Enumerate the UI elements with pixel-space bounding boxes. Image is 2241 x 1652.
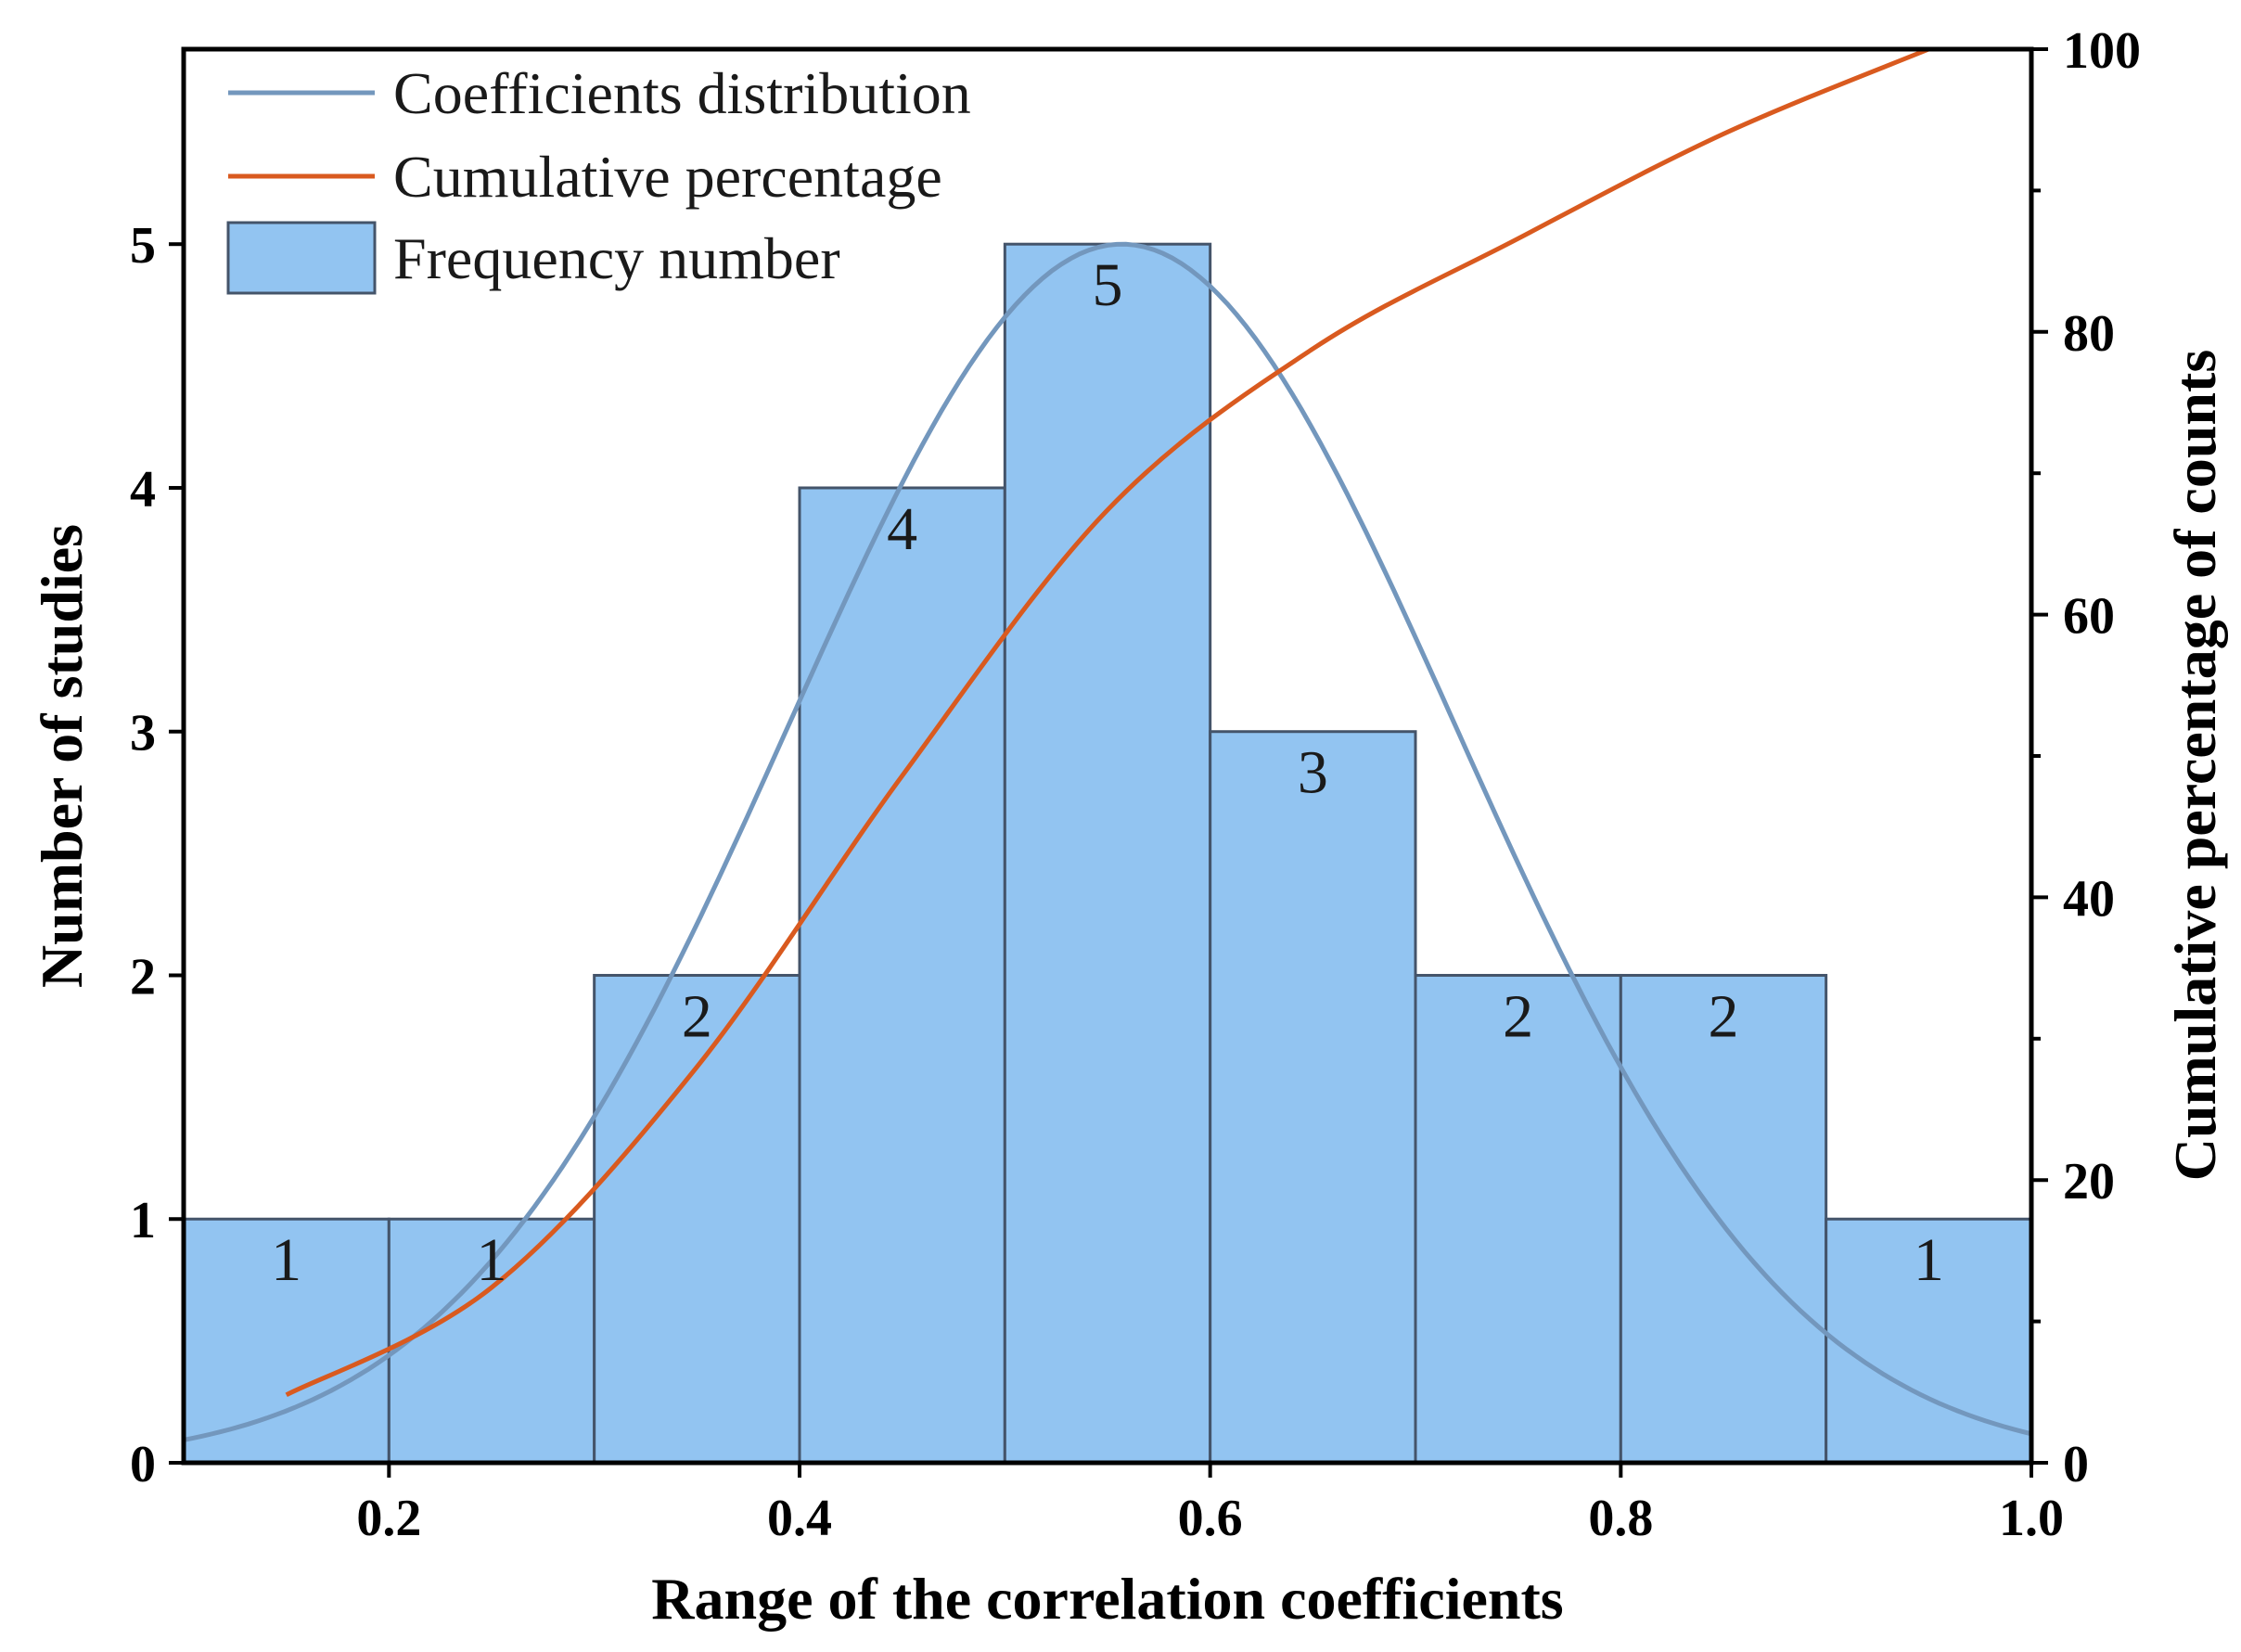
y-tick-label-3: 3 (130, 705, 156, 762)
bar-3 (798, 486, 1006, 1465)
bar-value-label-7: 2 (1709, 982, 1739, 1050)
y-tick-label-4: 4 (130, 461, 156, 519)
x-tick-label-3: 0.8 (1588, 1490, 1653, 1547)
x-axis: 0.2 0.4 0.6 0.8 1.0 (356, 1463, 2064, 1547)
y-tick-label-1: 1 (130, 1192, 156, 1249)
bar-labels-group: 1 1 2 4 5 3 2 2 1 (271, 251, 1944, 1294)
bar-value-label-2: 2 (682, 982, 712, 1050)
y-tick-label-2: 2 (130, 948, 156, 1005)
bar-5 (1209, 730, 1417, 1465)
bar-value-label-6: 2 (1503, 982, 1533, 1050)
bar-value-label-3: 4 (887, 495, 917, 563)
cumulative-percentage-line (285, 46, 1930, 1398)
x-axis-title: Range of the correlation coefficients (651, 1566, 1563, 1632)
bar-value-label-0: 1 (271, 1226, 301, 1294)
bars-group (182, 242, 2033, 1465)
bar-value-label-8: 1 (1914, 1226, 1944, 1294)
y2-tick-label-5: 100 (2063, 22, 2141, 80)
y2-tick-label-1: 20 (2063, 1153, 2115, 1210)
bar-6 (1414, 973, 1622, 1465)
y2-tick-label-4: 80 (2063, 305, 2115, 363)
y2-axis-title: Cumulative percentage of counts (2162, 350, 2228, 1182)
y2-tick-label-0: 0 (2063, 1436, 2089, 1493)
legend-label-cumulative: Cumulative percentage (393, 144, 942, 210)
bar-value-label-1: 1 (477, 1226, 507, 1294)
x-tick-label-0: 0.2 (356, 1490, 421, 1547)
bar-value-label-5: 3 (1298, 739, 1328, 807)
bar-0 (182, 1217, 391, 1465)
y-axis-title: Number of studies (29, 524, 95, 988)
coefficients-distribution-line (183, 241, 2032, 1442)
x-tick-label-1: 0.4 (767, 1490, 832, 1547)
legend-label-distribution: Coefficients distribution (393, 60, 971, 126)
legend: Coefficients distribution Cumulative per… (226, 60, 971, 295)
y-tick-label-5: 5 (130, 217, 156, 275)
y2-tick-label-3: 60 (2063, 588, 2115, 646)
legend-label-frequency: Frequency number (393, 225, 840, 291)
bar-4 (1003, 242, 1212, 1465)
legend-swatch-frequency (226, 221, 377, 295)
x-tick-label-4: 1.0 (1999, 1490, 2064, 1547)
bar-7 (1619, 973, 1828, 1465)
y-axis-right: 0 20 40 60 80 100 (2031, 22, 2141, 1493)
y2-tick-label-2: 40 (2063, 870, 2115, 928)
x-tick-label-2: 0.6 (1178, 1490, 1243, 1547)
bar-value-label-4: 5 (1093, 251, 1123, 319)
y-axis-left: 0 1 2 3 4 5 (130, 217, 184, 1493)
y-tick-label-0: 0 (130, 1436, 156, 1493)
